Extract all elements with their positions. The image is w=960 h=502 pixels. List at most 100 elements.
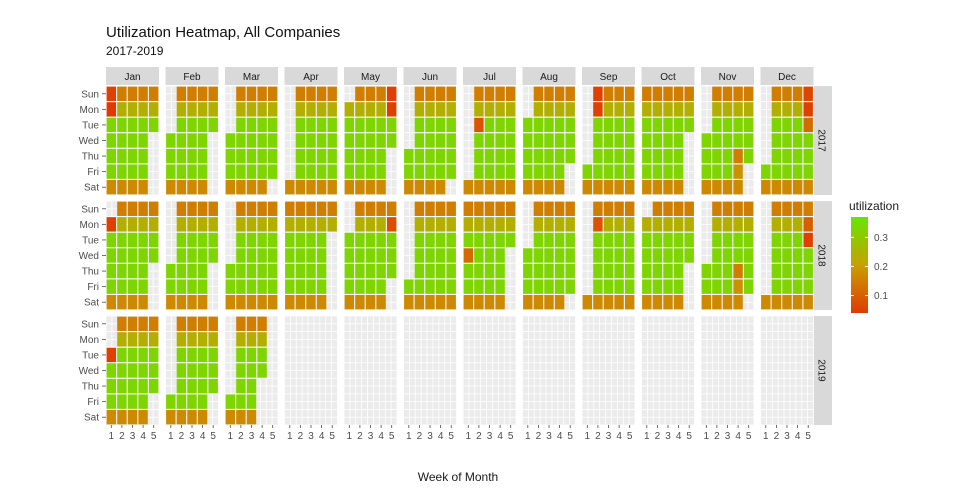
heat-cell <box>257 86 267 101</box>
week-tick-label: 5 <box>329 431 335 442</box>
heat-cell <box>642 86 652 101</box>
heat-cell <box>138 248 148 263</box>
heat-cell <box>225 410 235 425</box>
heat-cell <box>127 133 138 148</box>
heat-cell <box>603 263 614 279</box>
week-tick-label: 5 <box>210 431 216 442</box>
heat-cell <box>138 378 148 394</box>
week-tick-label: 4 <box>200 431 206 442</box>
heat-cell <box>187 232 197 248</box>
heat-cell <box>733 248 743 263</box>
heat-cell <box>246 316 257 331</box>
heat-cell <box>554 86 565 101</box>
heat-cell <box>722 248 733 263</box>
heat-cell <box>684 248 694 263</box>
heat-cell <box>295 217 306 232</box>
heat-cell <box>246 347 257 363</box>
week-tick-label: 1 <box>228 431 234 442</box>
heat-cell <box>208 102 218 117</box>
heat-cell <box>246 410 257 425</box>
heat-cell <box>166 410 176 425</box>
heat-cell <box>593 248 603 263</box>
heat-cell <box>652 201 663 216</box>
heat-cell <box>663 263 673 279</box>
week-tick-label: 2 <box>476 431 482 442</box>
heat-cell <box>106 248 116 263</box>
heat-cell <box>792 295 803 310</box>
heat-cell <box>197 295 208 310</box>
heat-cell <box>295 248 306 263</box>
heat-cell <box>722 217 733 232</box>
heat-cell <box>435 148 446 164</box>
heat-cell <box>554 180 565 195</box>
heat-cell <box>268 263 278 279</box>
heat-cell <box>603 232 614 248</box>
heat-cell <box>197 248 208 263</box>
heat-cell <box>701 279 711 294</box>
heat-cell <box>771 279 782 294</box>
heat-cell <box>138 217 148 232</box>
heat-cell <box>544 201 554 216</box>
heat-cell <box>712 232 722 248</box>
heat-cell <box>257 217 267 232</box>
week-tick-label: 1 <box>466 431 472 442</box>
heat-cell <box>316 263 327 279</box>
heat-cell <box>533 201 544 216</box>
heat-cell <box>149 86 159 101</box>
heat-cell <box>642 217 652 232</box>
heat-cell <box>435 86 446 101</box>
heat-cell <box>722 148 733 164</box>
heat-cell <box>365 279 376 294</box>
heat-cell <box>425 295 435 310</box>
facet-strip-feb <box>165 67 219 85</box>
heat-cell <box>387 102 397 117</box>
weekday-label-thu: Thu <box>82 267 99 278</box>
heat-cell <box>306 263 316 279</box>
heat-cell <box>523 295 533 310</box>
heat-cell <box>236 410 246 425</box>
heat-cell <box>387 201 397 216</box>
heat-cell <box>149 217 159 232</box>
heat-cell <box>355 263 365 279</box>
heat-cell <box>176 232 187 248</box>
heat-cell <box>355 86 365 101</box>
heat-cell <box>376 232 386 248</box>
heat-cell <box>246 217 257 232</box>
facet-label-feb: Feb <box>183 72 201 83</box>
heat-cell <box>484 86 495 101</box>
heat-cell <box>208 316 218 331</box>
facet-label-2018: 2018 <box>815 244 826 267</box>
heat-cell <box>355 279 365 294</box>
heat-cell <box>295 164 306 179</box>
facet-label-may: May <box>361 72 380 83</box>
heat-cell <box>446 133 456 148</box>
heat-cell <box>257 232 267 248</box>
heat-cell <box>614 86 624 101</box>
heat-cell <box>582 180 592 195</box>
heat-cell <box>495 86 505 101</box>
heat-cell <box>484 279 495 294</box>
heat-cell <box>268 248 278 263</box>
weekday-label-sat: Sat <box>84 298 99 309</box>
weekday-label-sat: Sat <box>84 183 99 194</box>
week-tick-label: 1 <box>704 431 710 442</box>
heat-cell <box>554 201 565 216</box>
heat-cell <box>306 232 316 248</box>
heat-cell <box>117 394 127 409</box>
weekday-label-sun: Sun <box>81 204 99 215</box>
heat-cell <box>663 201 673 216</box>
heat-cell <box>176 279 187 294</box>
heat-cell <box>246 332 257 347</box>
heat-cell <box>652 180 663 195</box>
heat-cell <box>474 117 484 133</box>
heat-cell <box>365 117 376 133</box>
heat-cell <box>684 117 694 133</box>
heat-cell <box>365 263 376 279</box>
heat-cell <box>712 117 722 133</box>
week-tick-label: 3 <box>130 431 136 442</box>
heat-cell <box>673 201 684 216</box>
heat-cell <box>701 133 711 148</box>
heat-cell <box>127 316 138 331</box>
heat-cell <box>495 217 505 232</box>
heat-cell <box>782 279 792 294</box>
